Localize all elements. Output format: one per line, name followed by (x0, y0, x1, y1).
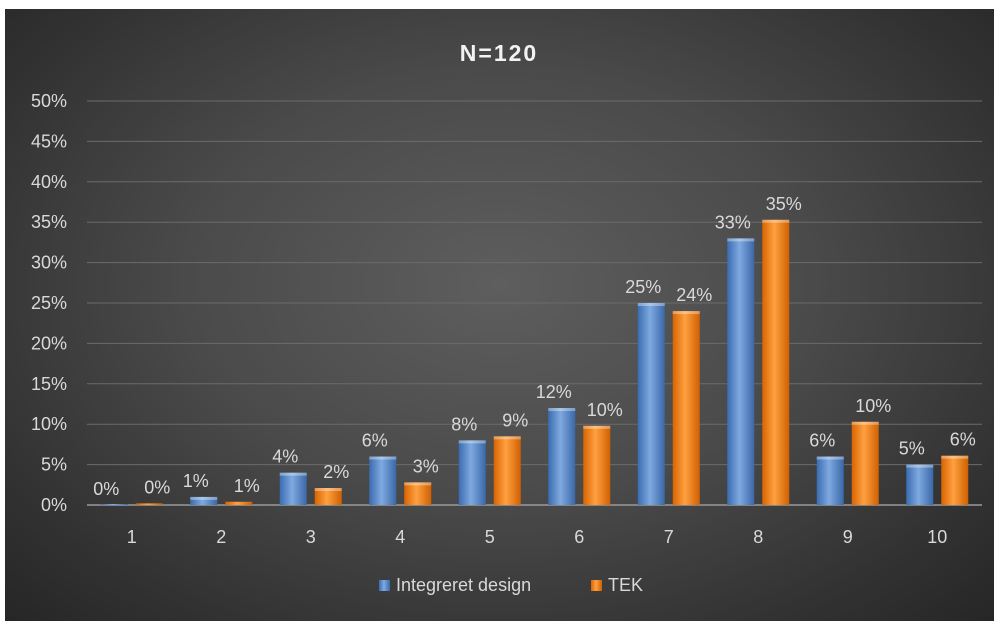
bar (404, 482, 432, 505)
data-label: 8% (451, 414, 477, 434)
y-tick-label: 15% (31, 374, 67, 394)
bar (583, 425, 611, 505)
bar-highlight (548, 408, 576, 412)
chart-area: N=120 0% 0% 1% 1% 4% 2% 6% 3% 8% 9% 12% 10% 25% 24% 33… (5, 9, 994, 621)
data-label: 4% (272, 447, 298, 467)
bar (458, 440, 486, 505)
x-tick-label: 9 (843, 527, 853, 547)
x-tick-label: 10 (927, 527, 947, 547)
y-tick-label: 5% (41, 455, 67, 475)
bar-highlight (279, 472, 307, 476)
bar (727, 238, 755, 506)
y-tick-label: 35% (31, 212, 67, 232)
y-tick-label: 25% (31, 293, 67, 313)
bar-highlight (190, 496, 218, 500)
data-label: 6% (950, 430, 976, 450)
data-label: 25% (625, 277, 661, 297)
legend-label: TEK (608, 575, 643, 595)
data-label: 0% (144, 477, 170, 497)
data-label: 6% (362, 431, 388, 451)
bar-highlight (314, 488, 342, 492)
bar (279, 472, 307, 505)
bar-highlight (672, 311, 700, 315)
data-label: 2% (323, 462, 349, 482)
x-tick-label: 4 (395, 527, 405, 547)
data-label: 33% (715, 212, 751, 232)
chart-title: N=120 (460, 40, 538, 66)
y-tick-label: 40% (31, 172, 67, 192)
x-tick-label: 3 (306, 527, 316, 547)
bar (637, 303, 665, 505)
bar-chart: N=120 0% 0% 1% 1%4%2%6%3%8% 9%12%10%25% 24%33… (31, 40, 982, 595)
bar-highlight (369, 456, 397, 460)
data-labels: 0% 0% 1% 1% 4% 2% 6% 3% 8% 9% 12% 10% 25% 24% 33% 35% 6%… (93, 194, 976, 499)
legend-swatch (591, 580, 602, 591)
bar-highlight (583, 425, 611, 429)
bar-highlight (906, 464, 934, 468)
data-label: 5% (899, 439, 925, 459)
bar (314, 488, 342, 505)
data-label: 1% (183, 471, 209, 491)
x-tick-label: 7 (664, 527, 674, 547)
bar-highlight (493, 436, 521, 440)
bar-highlight (404, 482, 432, 486)
bars (100, 219, 969, 506)
legend: Integreret design TEK (379, 575, 643, 595)
data-label: 24% (676, 285, 712, 305)
bar (816, 456, 844, 505)
x-tick-label: 2 (216, 527, 226, 547)
data-label: 12% (536, 382, 572, 402)
y-tick-label: 30% (31, 253, 67, 273)
bar (135, 503, 163, 505)
data-label: 0% (93, 479, 119, 499)
bar-highlight (458, 440, 486, 444)
y-tick-label: 20% (31, 333, 67, 353)
data-label: 10% (855, 396, 891, 416)
x-tick-label: 6 (574, 527, 584, 547)
bar (762, 219, 790, 505)
bar (548, 408, 576, 505)
bar-highlight (637, 303, 665, 306)
data-label: 35% (766, 194, 802, 214)
bar (941, 455, 969, 505)
bar (851, 421, 879, 505)
x-tick-label: 8 (753, 527, 763, 547)
legend-label: Integreret design (396, 575, 531, 595)
y-tick-label: 50% (31, 91, 67, 111)
bar (369, 456, 397, 505)
data-label: 9% (502, 410, 528, 430)
bar-highlight (816, 456, 844, 460)
data-label: 10% (587, 400, 623, 420)
bar-highlight (851, 421, 879, 425)
x-tick-label: 1 (127, 527, 137, 547)
bar (672, 311, 700, 505)
data-label: 1% (234, 476, 260, 496)
y-tick-label: 45% (31, 131, 67, 151)
bar-highlight (941, 455, 969, 459)
data-label: 3% (413, 456, 439, 476)
legend-swatch (379, 580, 390, 591)
axis-ticks: 0% 5% 10% 15% 20% 25% 30% 35% 40% 45% 50% 1 2 3 4 5 6 7 8 9… (31, 91, 947, 547)
data-label: 6% (809, 431, 835, 451)
bar (906, 464, 934, 505)
x-tick-label: 5 (485, 527, 495, 547)
bar (190, 496, 218, 505)
y-tick-label: 10% (31, 414, 67, 434)
bar-highlight (727, 238, 755, 242)
bar-highlight (762, 219, 790, 223)
bar (100, 504, 128, 505)
bar (225, 501, 253, 505)
gridlines (87, 100, 982, 506)
bar (493, 436, 521, 505)
y-tick-label: 0% (41, 495, 67, 515)
